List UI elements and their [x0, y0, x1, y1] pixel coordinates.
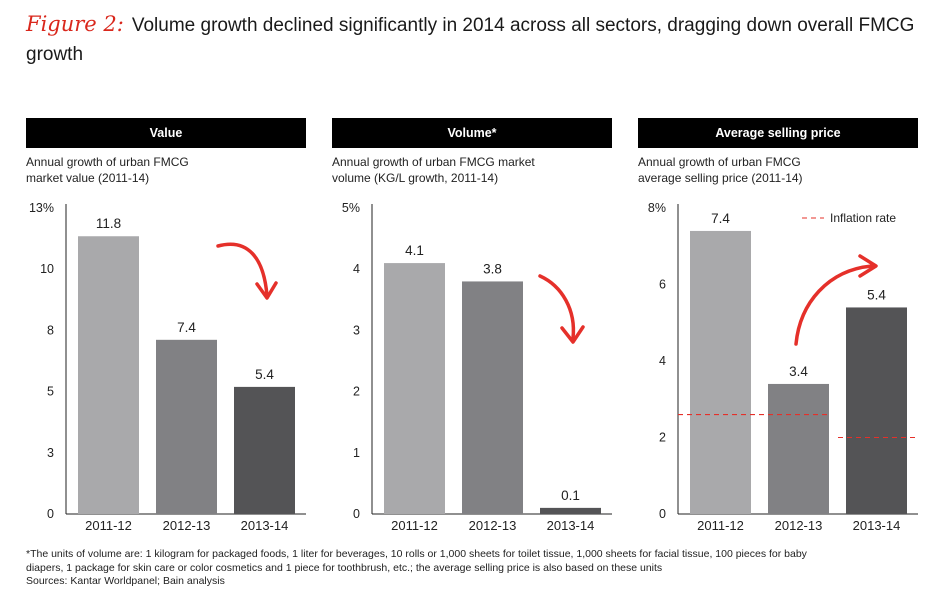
legend-label: Inflation rate: [830, 211, 896, 225]
trend-arrow-icon: [538, 274, 576, 340]
data-label: 3.4: [789, 364, 808, 379]
panel-subtitle-value: Annual growth of urban FMCG market value…: [26, 154, 306, 186]
bar-chart-value: 0 3 5 8 10 13% 11.8 2011-12 7.4 2012-13 5.4 2013-14: [29, 201, 306, 533]
trend-arrowhead-icon: [560, 325, 585, 344]
footnote-sources: Sources: Kantar Worldpanel; Bain analysi…: [26, 575, 225, 587]
subtitle-line: Annual growth of urban FMCG: [26, 155, 189, 169]
panel-subtitle-volume: Annual growth of urban FMCG market volum…: [332, 154, 612, 186]
trend-arrowhead-icon: [255, 281, 278, 300]
y-tick-label: 2: [659, 431, 666, 445]
x-tick-label: 2012-13: [163, 518, 211, 533]
y-tick-label: 2: [353, 385, 360, 399]
trend-arrow-icon: [216, 242, 269, 298]
data-label: 5.4: [255, 367, 274, 382]
footnote: *The units of volume are: 1 kilogram for…: [26, 548, 936, 589]
x-tick-label: 2013-14: [853, 518, 901, 533]
bar-2012-13: [768, 383, 829, 514]
bar-2013-14: [234, 386, 295, 514]
y-tick-label: 0: [353, 507, 360, 521]
subtitle-line: Annual growth of urban FMCG: [638, 155, 801, 169]
data-label: 7.4: [711, 211, 730, 226]
y-tick-label: 13%: [29, 201, 54, 215]
footnote-line: *The units of volume are: 1 kilogram for…: [26, 548, 807, 560]
subtitle-line: average selling price (2011-14): [638, 171, 803, 185]
figure-title: Figure 2: Volume growth declined signific…: [26, 10, 936, 69]
y-tick-label: 6: [659, 278, 666, 292]
x-tick-label: 2012-13: [469, 518, 517, 533]
chart-panel-value: Value Annual growth of urban FMCG market…: [26, 118, 306, 538]
x-tick-label: 2013-14: [547, 518, 595, 533]
x-tick-label: 2011-12: [697, 518, 744, 533]
bar-2011-12: [690, 230, 751, 514]
panel-header-volume: Volume*: [332, 118, 612, 148]
subtitle-line: Annual growth of urban FMCG market: [332, 155, 535, 169]
data-label: 0.1: [561, 488, 580, 503]
data-label: 5.4: [867, 287, 886, 302]
y-tick-label: 4: [353, 262, 360, 276]
chart-panel-asp: Average selling price Annual growth of u…: [638, 118, 918, 538]
figure-label: Figure 2:: [26, 12, 124, 36]
chart-panel-volume: Volume* Annual growth of urban FMCG mark…: [332, 118, 612, 538]
x-tick-label: 2013-14: [241, 518, 289, 533]
panel-header-asp: Average selling price: [638, 118, 918, 148]
y-tick-label: 5: [47, 385, 54, 399]
subtitle-line: market value (2011-14): [26, 171, 150, 185]
data-label: 11.8: [96, 216, 121, 231]
subtitle-line: volume (KG/L growth, 2011-14): [332, 171, 499, 185]
y-tick-label: 8%: [648, 201, 666, 215]
data-label: 7.4: [177, 320, 196, 335]
bar-2013-14: [846, 307, 907, 514]
y-tick-label: 8: [47, 323, 54, 337]
bar-2012-13: [156, 339, 217, 514]
bar-2011-12: [384, 263, 445, 514]
data-label: 4.1: [405, 243, 424, 258]
y-tick-label: 4: [659, 354, 666, 368]
footnote-line: diapers, 1 package for skin care or colo…: [26, 561, 663, 574]
y-tick-label: 0: [659, 507, 666, 521]
bar-chart-volume: 0 1 2 3 4 5% 4.1 2011-12 3.8 2012-13 0.1 2013-14: [342, 201, 612, 533]
x-tick-label: 2012-13: [775, 518, 823, 533]
bar-2013-14: [540, 507, 601, 514]
y-tick-label: 5%: [342, 201, 360, 215]
trend-arrowhead-icon: [858, 254, 878, 278]
y-tick-label: 0: [47, 507, 54, 521]
bar-2012-13: [462, 281, 523, 514]
y-tick-label: 1: [353, 446, 360, 460]
trend-arrow-icon: [794, 264, 874, 346]
x-tick-label: 2011-12: [391, 518, 438, 533]
panel-header-value: Value: [26, 118, 306, 148]
figure-title-text: Volume growth declined significantly in …: [26, 15, 915, 65]
y-tick-label: 3: [47, 446, 54, 460]
y-tick-label: 10: [40, 262, 54, 276]
bar-chart-asp: 0 2 4 6 8% 7.4 2011-12 3.4 2012-13 5.4 2013-14 Infl…: [648, 201, 918, 533]
bar-2011-12: [78, 236, 139, 514]
panel-subtitle-asp: Annual growth of urban FMCG average sell…: [638, 154, 918, 186]
data-label: 3.8: [483, 261, 502, 276]
y-tick-label: 3: [353, 323, 360, 337]
x-tick-label: 2011-12: [85, 518, 132, 533]
